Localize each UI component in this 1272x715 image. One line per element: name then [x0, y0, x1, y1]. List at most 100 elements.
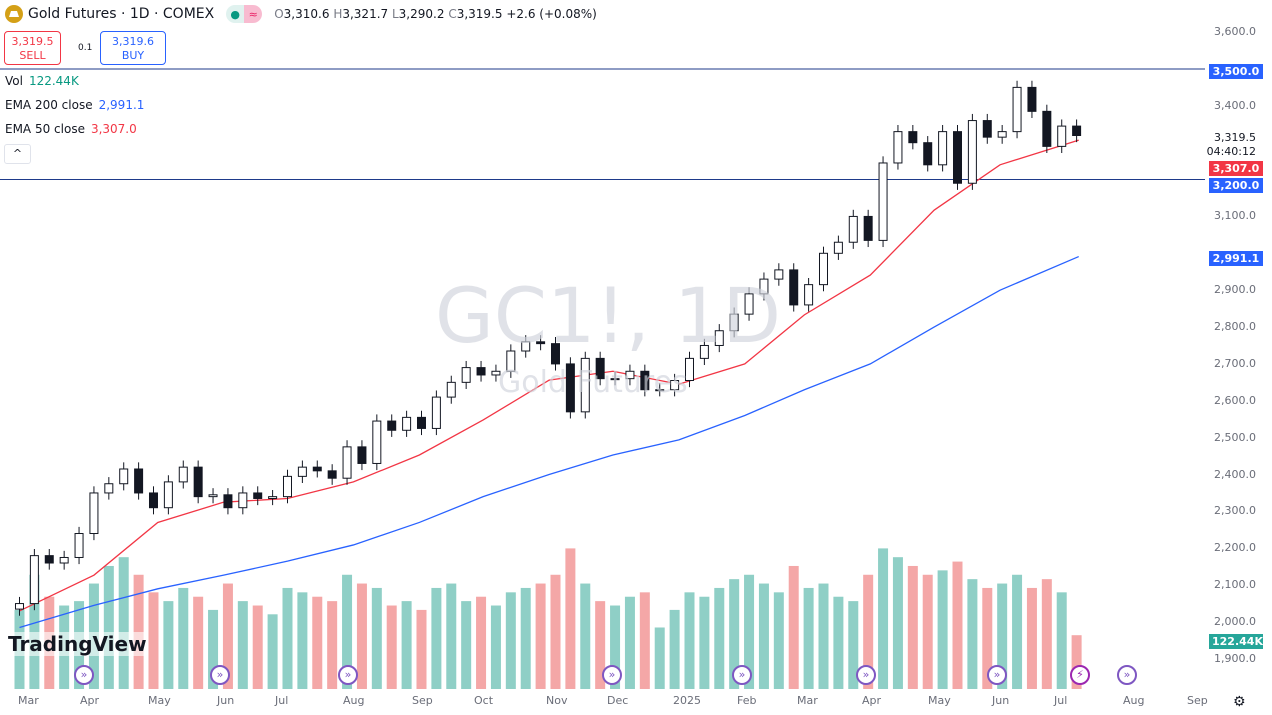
candle-body [402, 416, 412, 431]
volume-bar [446, 583, 457, 689]
volume-bar [103, 565, 114, 689]
candle-body [446, 381, 456, 398]
candle-body [759, 278, 769, 295]
candle-body [29, 555, 39, 605]
candle-body [282, 475, 292, 498]
settings-gear-icon[interactable]: ⚙ [1233, 694, 1246, 710]
volume-bar [952, 561, 963, 689]
volume-bar [907, 565, 918, 689]
volume-bar [758, 583, 769, 689]
candle-body [506, 350, 516, 372]
candle-body [684, 357, 694, 382]
candle-body [119, 468, 129, 485]
candle-body [833, 241, 843, 254]
ema50-price-label: 3,307.0 [1209, 161, 1263, 176]
event-icon[interactable]: » [602, 665, 622, 685]
candle-body [565, 363, 575, 413]
candle-body [848, 215, 858, 243]
event-icon[interactable]: » [987, 665, 1007, 685]
price-chart[interactable] [0, 0, 1205, 690]
candle-body [952, 131, 962, 184]
legend-ema200[interactable]: EMA 200 close 2,991.1 [5, 98, 145, 112]
volume-bar [818, 583, 829, 689]
volume-bar [967, 579, 978, 689]
lightning-event-icon[interactable]: ⚡ [1070, 665, 1090, 685]
candle-body [1042, 110, 1052, 147]
time-tick: Jun [217, 694, 235, 707]
volume-bar [237, 601, 248, 689]
time-tick: Feb [737, 694, 757, 707]
last-price-label: 3,319.5 [1214, 131, 1256, 144]
volume-bar [327, 601, 338, 689]
price-tick: 3,100.0 [1214, 209, 1256, 223]
event-icon[interactable]: » [338, 665, 358, 685]
volume-bar [892, 557, 903, 689]
volume-label: 122.44K [1209, 634, 1263, 649]
volume-bar [729, 579, 740, 689]
volume-bar [803, 587, 814, 689]
candle-body [699, 344, 709, 359]
volume-bar [505, 592, 516, 689]
status-pill[interactable]: ● ≈ [226, 5, 263, 23]
candle-body [744, 293, 754, 315]
time-tick: Sep [1187, 694, 1208, 707]
volume-bar [595, 601, 606, 689]
collapse-legend-button[interactable]: ^ [4, 144, 31, 164]
event-icon[interactable]: » [732, 665, 752, 685]
buy-button[interactable]: 3,319.6 BUY [100, 31, 166, 65]
volume-bar [550, 574, 561, 689]
price-tick: 2,200.0 [1214, 541, 1256, 555]
price-tick: 2,800.0 [1214, 320, 1256, 334]
candle-body [416, 416, 426, 429]
candle-body [268, 496, 278, 499]
candle-body [863, 215, 873, 241]
price-tick: 3,400.0 [1214, 98, 1256, 112]
candle-body [208, 494, 218, 498]
candle-body [223, 494, 233, 509]
candle-body [238, 492, 248, 509]
volume-bar [178, 587, 189, 689]
candle-body [44, 555, 54, 564]
candle-body [134, 468, 144, 494]
candle-body [491, 370, 501, 376]
event-icon[interactable]: » [74, 665, 94, 685]
candle-body [729, 313, 739, 332]
candle-body [595, 357, 605, 380]
sell-button[interactable]: 3,319.5 SELL [4, 31, 61, 65]
volume-bar [476, 596, 487, 689]
candle-body [1027, 86, 1037, 112]
candle-body [1072, 125, 1082, 137]
legend-volume[interactable]: Vol 122.44K [5, 74, 79, 88]
event-icon[interactable]: » [856, 665, 876, 685]
symbol-title[interactable]: Gold Futures · 1D · COMEX [28, 6, 215, 22]
event-icon[interactable]: » [1117, 665, 1137, 685]
price-tick: 2,500.0 [1214, 430, 1256, 444]
candle-body [253, 492, 263, 499]
event-icon[interactable]: » [210, 665, 230, 685]
volume-bar [773, 592, 784, 689]
candle-body [878, 162, 888, 241]
watermark-symbol: GC1!, 1D [435, 271, 781, 360]
tradingview-logo[interactable]: TradingView [8, 632, 147, 656]
time-tick: Dec [607, 694, 629, 707]
hline-3500-label: 3,500.0 [1209, 64, 1263, 79]
volume-bar [297, 592, 308, 689]
candle-body [342, 446, 352, 479]
volume-bar [252, 605, 263, 689]
candle-body [193, 466, 203, 498]
candle-body [89, 492, 99, 535]
time-tick: May [148, 694, 171, 707]
price-tick: 2,700.0 [1214, 356, 1256, 370]
volume-bar [431, 587, 442, 689]
time-tick: Aug [1123, 694, 1145, 707]
volume-bar [356, 583, 367, 689]
volume-bar [624, 596, 635, 689]
volume-bar [714, 587, 725, 689]
time-tick: Apr [862, 694, 882, 707]
volume-bar [386, 605, 397, 689]
candle-body [655, 389, 665, 392]
candle-body [610, 378, 620, 381]
volume-bar [267, 614, 278, 689]
candle-body [357, 446, 367, 464]
legend-ema50[interactable]: EMA 50 close 3,307.0 [5, 122, 137, 136]
